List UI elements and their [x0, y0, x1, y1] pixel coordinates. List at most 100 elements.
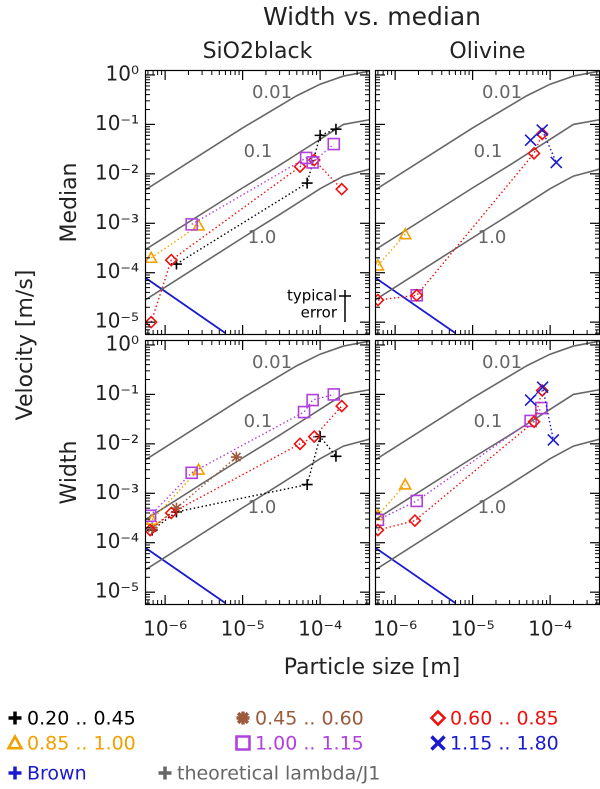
data-point [375, 293, 385, 307]
theory-curve [145, 168, 370, 301]
data-point [524, 134, 537, 147]
data-point [301, 479, 313, 491]
annotation: error [301, 304, 338, 322]
legend-label: 0.45 .. 0.60 [255, 708, 364, 730]
data-point [170, 502, 182, 514]
x-tick-label: 10⁻⁶ [373, 617, 417, 641]
data-point [164, 253, 178, 267]
panel: 0.01 0.1 1.0 [374, 69, 600, 336]
data-point [536, 381, 549, 394]
data-point [398, 477, 413, 490]
data-point [410, 288, 424, 302]
data-point [398, 227, 413, 240]
data-point [146, 522, 158, 534]
y-tick-label: 10⁻¹ [95, 381, 139, 405]
legend-marker [6, 733, 24, 750]
legend-marker [158, 766, 172, 780]
panel: 0.01 0.1 1.0 [144, 339, 371, 606]
curve-label: 0.1 [474, 141, 503, 162]
x-tick-label: 10⁻⁵ [221, 617, 265, 641]
curve-label: 1.0 [248, 227, 277, 248]
y-tick-label: 10⁻⁵ [95, 579, 139, 603]
data-point [535, 127, 549, 141]
data-point [536, 123, 549, 137]
brown-line [375, 546, 456, 604]
theory-curve [145, 340, 370, 461]
series-line [377, 390, 543, 531]
data-point [375, 523, 385, 537]
panel: 0.01 0.1 1.0 [374, 339, 600, 606]
panel-frame [374, 69, 600, 336]
y-axis-label: Velocity [m/s] [13, 270, 38, 421]
data-point [306, 156, 319, 169]
data-point [550, 156, 563, 169]
theory-curve [145, 438, 370, 571]
curve-label: 0.01 [252, 82, 292, 103]
curve-label: 1.0 [248, 497, 277, 518]
data-point [410, 494, 424, 508]
y-tick-label: 10⁻² [95, 160, 139, 184]
theory-curve [145, 118, 370, 251]
data-point [330, 123, 342, 135]
data-point [527, 146, 541, 160]
series-line [149, 405, 343, 531]
series-line [150, 224, 199, 259]
legend-label: theoretical lambda/J1 [177, 763, 380, 785]
series-line [150, 159, 343, 323]
panel-frame [144, 69, 371, 336]
series-line [377, 407, 542, 521]
data-point [535, 383, 549, 398]
legend-label: 1.00 .. 1.15 [255, 733, 364, 755]
curve-label: 0.1 [474, 411, 503, 432]
data-point [145, 250, 158, 264]
data-point [524, 393, 537, 407]
brown-line [375, 276, 456, 334]
data-point [314, 129, 326, 141]
data-point [524, 414, 537, 428]
data-point [408, 513, 422, 528]
plot-area [145, 340, 370, 604]
curve-label: 0.1 [244, 141, 273, 162]
panel-frame [374, 339, 600, 606]
data-point [330, 450, 342, 462]
annotation: typical [287, 287, 337, 305]
data-point [335, 182, 349, 196]
legend-marker [8, 711, 22, 725]
data-point [293, 437, 307, 451]
curve-label: 1.0 [478, 497, 507, 518]
data-point [301, 177, 313, 189]
data-point [307, 429, 321, 444]
legend-marker [429, 709, 447, 727]
x-tick-label: 10⁻⁴ [528, 617, 572, 641]
plot-area [145, 70, 370, 334]
brown-line [145, 276, 226, 334]
y-tick-label: 10⁻⁴ [95, 529, 139, 553]
series-line [191, 143, 335, 225]
data-point [145, 509, 157, 523]
theory-curve [375, 70, 600, 191]
legend-label: 1.15 .. 1.80 [450, 733, 559, 755]
y-tick-label: 10⁻³ [95, 210, 139, 234]
legend-label: 0.85 .. 1.00 [27, 733, 136, 755]
legend-label: 0.60 .. 0.85 [450, 708, 559, 730]
y-tick-label: 10⁻¹ [95, 111, 139, 135]
data-point [145, 315, 158, 329]
series-line [377, 484, 406, 516]
curve-label: 0.1 [244, 411, 273, 432]
data-point [335, 399, 349, 413]
chart-title: Width vs. median [263, 2, 481, 31]
data-point [327, 137, 341, 151]
data-point [375, 513, 385, 527]
theory-curve [145, 388, 370, 521]
data-point [297, 405, 311, 419]
panel-frame [144, 339, 371, 606]
data-point [535, 401, 548, 415]
theory-curve [375, 340, 600, 461]
y-tick-label: 10⁻³ [95, 480, 139, 504]
x-tick-label: 10⁻⁶ [143, 617, 187, 641]
data-point [293, 159, 307, 174]
y-tick-label: 10⁻⁵ [95, 309, 139, 333]
theory-curve [145, 70, 370, 191]
